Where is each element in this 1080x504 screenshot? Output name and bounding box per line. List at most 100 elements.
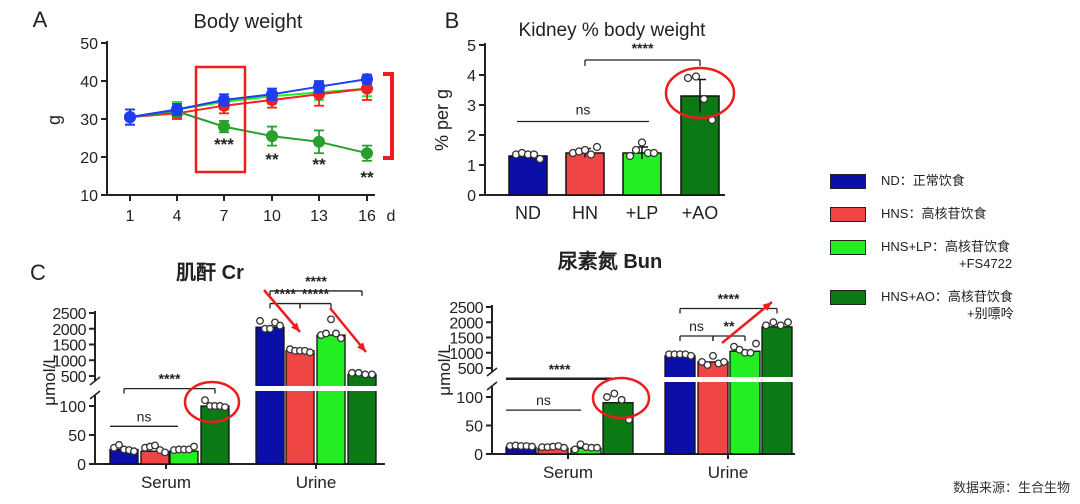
data-point bbox=[762, 321, 770, 330]
highlight-circle bbox=[183, 380, 241, 424]
x-axis-unit: d bbox=[387, 208, 396, 225]
y-tick-label: 500 bbox=[61, 369, 87, 386]
data-point bbox=[535, 154, 545, 164]
data-point bbox=[266, 130, 278, 143]
data-point bbox=[529, 150, 539, 159]
data-point bbox=[769, 318, 778, 327]
y-axis-label: μmol/L bbox=[40, 354, 59, 405]
x-tick-label: ND bbox=[515, 203, 541, 223]
data-point bbox=[322, 329, 330, 338]
legend: ND：正常饮食 HNS：高核苷饮食 HNS+LP：高核苷饮食 +FS4722 H… bbox=[830, 172, 1014, 338]
chart-title: 尿素氮 Bun bbox=[558, 249, 662, 273]
significance-label: **** bbox=[159, 371, 181, 387]
x-tick-label: 16 bbox=[358, 208, 376, 225]
data-point bbox=[617, 395, 626, 404]
bar-urine-hns-lp bbox=[316, 334, 346, 465]
y-tick-label: 2000 bbox=[449, 315, 483, 332]
data-point bbox=[368, 370, 376, 379]
y-tick-label: 1000 bbox=[52, 353, 86, 370]
x-group-label: Urine bbox=[708, 463, 749, 482]
data-point bbox=[361, 73, 373, 86]
data-point bbox=[593, 443, 601, 452]
annotation-arrow bbox=[329, 307, 367, 353]
legend-label: ND：正常饮食 bbox=[881, 173, 965, 188]
y-tick-label: 0 bbox=[467, 188, 476, 205]
y-tick-label: 30 bbox=[80, 112, 98, 129]
bar-urine-nd bbox=[664, 355, 696, 455]
significance-label: **** bbox=[274, 286, 296, 302]
data-point bbox=[603, 393, 611, 401]
y-tick-label: 2500 bbox=[449, 300, 483, 317]
data-point bbox=[161, 448, 169, 457]
data-point bbox=[218, 120, 230, 133]
y-tick-label: 100 bbox=[59, 399, 86, 416]
axis-break-mark bbox=[486, 381, 498, 391]
x-group-label: Serum bbox=[141, 473, 191, 492]
y-tick-label: 10 bbox=[80, 188, 98, 205]
x-tick-label: 1 bbox=[126, 208, 135, 225]
significance-label: ns bbox=[137, 408, 152, 424]
x-group-label: Serum bbox=[543, 463, 593, 482]
data-point bbox=[361, 147, 373, 160]
annotation-arrowhead bbox=[291, 322, 300, 332]
significance-label: ** bbox=[724, 318, 735, 334]
series-line-nd bbox=[129, 78, 368, 119]
data-point bbox=[337, 334, 345, 343]
significance-label: ns bbox=[689, 318, 704, 334]
data-point bbox=[361, 370, 370, 379]
legend-label: HNS+LP：高核苷饮食 bbox=[881, 239, 1010, 254]
legend-item-hns: HNS：高核苷饮食 bbox=[830, 205, 1014, 222]
data-point bbox=[361, 82, 373, 95]
significance-stars: ** bbox=[360, 168, 374, 187]
x-tick-label: 7 bbox=[220, 208, 229, 225]
data-point bbox=[221, 403, 229, 412]
significance-label: **** bbox=[632, 40, 654, 56]
data-point bbox=[592, 142, 602, 152]
data-point bbox=[580, 145, 590, 155]
data-point bbox=[313, 135, 325, 148]
data-point bbox=[683, 73, 693, 83]
x-tick-label: +AO bbox=[682, 203, 719, 223]
highlight-bracket bbox=[383, 72, 394, 160]
chart-title-body-weight: Body weight bbox=[194, 11, 303, 33]
data-point bbox=[637, 138, 647, 147]
bar-urine-nd bbox=[255, 326, 285, 465]
legend-label: HNS+AO：高核苷饮食 bbox=[881, 289, 1013, 304]
significance-stars: ** bbox=[312, 155, 326, 174]
data-source: 数据来源：生合生物 bbox=[952, 480, 1070, 495]
data-point bbox=[130, 447, 138, 456]
data-point bbox=[752, 339, 760, 348]
axis-break-gap bbox=[255, 386, 286, 391]
significance-label: **** bbox=[718, 291, 740, 307]
axis-break-gap bbox=[285, 386, 316, 391]
y-axis-label: g bbox=[44, 115, 64, 125]
data-point bbox=[276, 321, 284, 330]
x-group-label: Urine bbox=[296, 473, 337, 492]
y-tick-label: 20 bbox=[80, 150, 98, 167]
data-point bbox=[348, 368, 356, 377]
legend-swatch bbox=[830, 174, 866, 189]
x-tick-label: 13 bbox=[310, 208, 328, 225]
y-tick-label: 4 bbox=[467, 68, 476, 85]
y-axis-label: μmol/L bbox=[435, 344, 454, 395]
data-point bbox=[354, 368, 363, 377]
y-axis-label: % per g bbox=[432, 89, 452, 151]
y-tick-label: 50 bbox=[465, 419, 483, 436]
legend-label: HNS：高核苷饮食 bbox=[881, 206, 987, 221]
x-tick-label: +LP bbox=[626, 203, 659, 223]
significance-label: ns bbox=[576, 102, 591, 118]
data-point bbox=[218, 94, 230, 106]
data-point bbox=[327, 315, 335, 324]
data-point bbox=[266, 88, 278, 101]
y-tick-label: 0 bbox=[474, 447, 483, 464]
data-point bbox=[703, 361, 712, 369]
y-tick-label: 50 bbox=[80, 36, 98, 53]
data-point bbox=[776, 321, 785, 330]
data-point bbox=[332, 329, 340, 338]
legend-swatch bbox=[830, 240, 866, 255]
significance-stars: *** bbox=[214, 135, 234, 154]
significance-label: ns bbox=[536, 392, 551, 408]
axis-break-gap bbox=[664, 377, 697, 382]
annotation-arrow bbox=[263, 289, 301, 333]
data-point bbox=[171, 103, 183, 116]
